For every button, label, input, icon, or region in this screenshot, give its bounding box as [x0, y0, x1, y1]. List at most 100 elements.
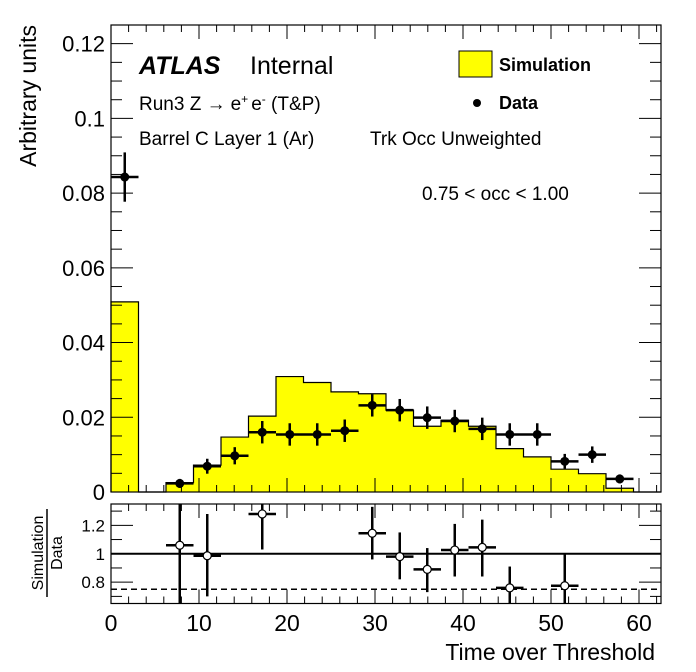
data-point [248, 421, 276, 444]
ratio-point [248, 504, 276, 550]
data-point-marker [587, 450, 597, 460]
data-point [413, 406, 441, 429]
data-point-marker [202, 461, 212, 471]
main-plot-frame [110, 24, 662, 493]
data-point-marker [257, 427, 267, 437]
data-point [193, 458, 221, 474]
x-tick-label: 10 [186, 610, 212, 636]
main-y-ticks [111, 43, 661, 493]
data-point [441, 409, 469, 433]
simulation-bin [606, 488, 634, 492]
x-tick-label: 60 [626, 610, 652, 636]
simulation-bin [221, 437, 249, 492]
ratio-point-marker [367, 528, 377, 538]
data-point [496, 423, 524, 446]
main-y-tick-label: 0.06 [62, 256, 105, 281]
data-point-marker [175, 478, 185, 488]
x-tick-label: 20 [274, 610, 300, 636]
data-point-marker [422, 413, 432, 423]
data-point [386, 398, 414, 422]
legend-simulation-swatch [458, 50, 493, 78]
ratio-point-marker [505, 583, 515, 593]
ratio-y-ticks [111, 510, 661, 597]
simulation-bin [331, 391, 359, 492]
data-point-marker [230, 451, 240, 461]
data-point [468, 417, 496, 441]
process-suffix: (T&P) [266, 94, 321, 115]
ratio-y-tick-label: 0.8 [81, 573, 105, 592]
x-axis-title: Time over Threshold [445, 639, 655, 665]
data-point-marker [367, 400, 377, 410]
ratio-ylabel-numerator: Simulation [30, 516, 47, 591]
data-point [331, 419, 359, 442]
simulation-outline [110, 301, 661, 493]
ratio-point [551, 553, 579, 604]
simulation-bin [496, 448, 524, 492]
main-panel: 0 0.02 0.04 0.06 0.08 0.1 0.12 Arbitrary units… [15, 24, 662, 505]
data-point-marker [477, 424, 487, 434]
ratio-point-marker [477, 542, 487, 552]
x-tick-label: 30 [362, 610, 388, 636]
process-arrow: → [207, 94, 226, 115]
ratio-point [468, 519, 496, 577]
data-point-marker [312, 429, 322, 439]
legend-data-marker [473, 99, 481, 107]
process-label: Run3 Z → e+ e- (T&P) [139, 92, 321, 115]
process-prefix: Run3 Z [139, 94, 207, 115]
ratio-y-tick-label: 1.2 [81, 516, 105, 535]
weighting-label: Trk Occ Unweighted [370, 129, 541, 150]
data-point-marker [285, 429, 295, 439]
main-y-tick-label: 0.02 [62, 405, 105, 430]
x-tick-label: 0 [105, 610, 118, 636]
data-point [221, 447, 249, 465]
x-tick-labels: 0 10 20 30 40 50 60 [105, 610, 652, 636]
process-minus-sign: - [262, 92, 266, 106]
data-point-marker [450, 416, 460, 426]
main-x-ticks [110, 25, 658, 492]
process-plus-sign: + [241, 92, 248, 106]
occupancy-range-label: 0.75 < occ < 1.00 [422, 184, 569, 205]
ratio-ylabel-denominator: Data [49, 536, 66, 570]
ratio-point-marker [257, 509, 267, 519]
ratio-y-axis-title: Simulation Data [30, 509, 66, 597]
ratio-point [496, 566, 524, 604]
ratio-point [193, 513, 221, 597]
data-point-marker [532, 429, 542, 439]
ratio-point-marker [450, 545, 460, 555]
process-e-plus: e [231, 94, 242, 115]
data-point [523, 423, 551, 446]
ratio-point-marker [175, 540, 185, 550]
data-point [276, 423, 304, 446]
data-point [166, 478, 194, 488]
ratio-points [166, 504, 579, 604]
main-y-tick-label: 0.04 [62, 331, 105, 356]
atlas-label: ATLAS [138, 52, 221, 80]
legend-simulation-label: Simulation [499, 55, 591, 75]
ratio-y-tick-label: 1 [96, 545, 105, 564]
simulation-bin [386, 410, 414, 492]
legend-data-label: Data [499, 93, 539, 113]
x-tick-label: 50 [538, 610, 564, 636]
simulation-bin [551, 469, 579, 492]
ratio-point [441, 523, 469, 577]
ratio-point [166, 504, 194, 604]
data-point-marker [505, 429, 515, 439]
ratio-point [386, 532, 414, 580]
ratio-panel: 0 10 20 30 40 50 60 0.8 1 1.2 Time over Threshol… [30, 503, 662, 665]
simulation-bin [111, 301, 139, 492]
data-point [303, 423, 331, 446]
ratio-y-tick-labels: 0.8 1 1.2 [81, 516, 105, 592]
simulation-histogram [110, 301, 661, 493]
ratio-point-marker [202, 551, 212, 561]
simulation-bin [578, 473, 606, 492]
ratio-point-marker [395, 551, 405, 562]
data-point [111, 152, 139, 202]
main-y-tick-label: 0.1 [74, 106, 105, 131]
ratio-point [358, 506, 386, 560]
ratio-point-marker [560, 581, 570, 591]
data-point-marker [560, 456, 570, 466]
region-label: Barrel C Layer 1 (Ar) [139, 129, 314, 150]
data-point [606, 474, 634, 484]
data-point-marker [395, 405, 405, 415]
